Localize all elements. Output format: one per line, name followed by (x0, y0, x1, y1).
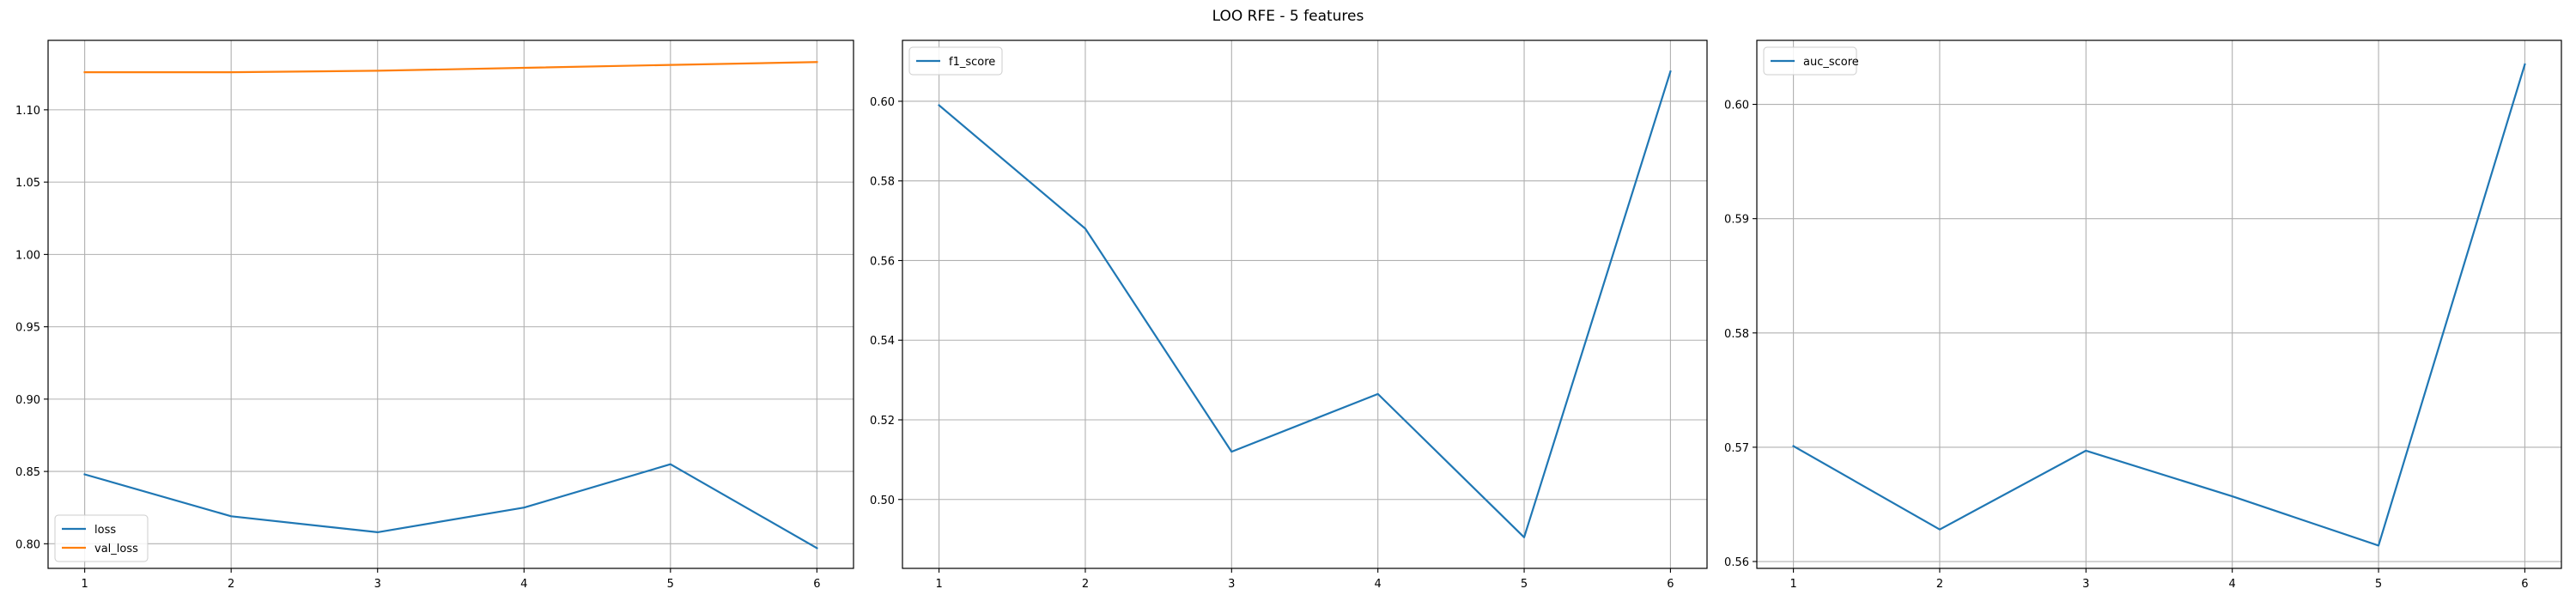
figure-title: LOO RFE - 5 features (1212, 8, 1364, 25)
y-tick-label: 0.85 (15, 466, 40, 479)
y-tick-label: 0.52 (870, 415, 895, 428)
legend-label: loss (94, 524, 116, 537)
chart-panel-2: 1 2 3 4 5 6 0.50 0.52 0.54 0.56 0.58 0.60 f1_score (870, 39, 1708, 591)
y-tick-label: 0.59 (1724, 214, 1749, 227)
y-tick-label: 0.80 (15, 538, 40, 551)
y-tick-label: 1.00 (15, 249, 40, 262)
y-tick-label: 0.54 (870, 335, 895, 348)
x-tick-label: 3 (2082, 578, 2089, 591)
legend-label: val_loss (94, 543, 138, 555)
y-tick-label: 1.10 (15, 105, 40, 118)
x-tick-label: 2 (228, 578, 234, 591)
x-tick-label: 3 (374, 578, 381, 591)
y-tick-label: 0.60 (870, 96, 895, 109)
chart-panel-3: 1 2 3 4 5 6 0.56 0.57 0.58 0.59 0.60 auc_score (1724, 39, 2562, 591)
x-tick-label: 4 (520, 578, 527, 591)
x-tick-label: 5 (1521, 578, 1528, 591)
x-tick-label: 6 (1667, 578, 1674, 591)
x-tick-label: 5 (667, 578, 674, 591)
legend-box (1763, 46, 1857, 76)
y-tick-label: 0.57 (1724, 442, 1749, 455)
x-tick-label: 3 (1228, 578, 1235, 591)
x-tick-label: 6 (813, 578, 820, 591)
series-line-loss (83, 463, 818, 549)
series-line-auc-score (1792, 63, 2526, 547)
x-tick-label: 6 (2521, 578, 2528, 591)
series-line-val-loss (83, 61, 818, 74)
axes-frame (1756, 39, 2562, 569)
x-tick-label: 4 (2229, 578, 2236, 591)
x-tick-label: 5 (2375, 578, 2382, 591)
axes-frame (902, 39, 1708, 569)
x-tick-label: 1 (81, 578, 88, 591)
y-tick-label: 0.95 (15, 322, 40, 335)
legend: loss val_loss (54, 514, 149, 562)
y-tick-label: 0.90 (15, 394, 40, 407)
axes-frame (47, 39, 854, 569)
y-tick-label: 0.56 (1724, 556, 1749, 569)
series-line-f1-score (938, 70, 1672, 538)
legend-box (908, 46, 1003, 76)
x-tick-label: 2 (1936, 578, 1943, 591)
legend-label: auc_score (1803, 56, 1859, 69)
y-tick-label: 0.50 (870, 495, 895, 507)
x-tick-label: 1 (1789, 578, 1796, 591)
chart-panel-1: 1 2 3 4 5 6 0.80 0.85 0.90 0.95 1.00 1.05 1.10 loss va… (15, 39, 854, 591)
y-tick-label: 0.58 (870, 176, 895, 189)
legend-box (54, 514, 149, 562)
x-tick-label: 1 (935, 578, 942, 591)
x-tick-label: 4 (1375, 578, 1382, 591)
y-tick-label: 0.58 (1724, 328, 1749, 341)
x-tick-label: 2 (1082, 578, 1089, 591)
legend-label: f1_score (949, 56, 995, 69)
legend: f1_score (908, 46, 1003, 76)
y-tick-label: 0.60 (1724, 100, 1749, 112)
y-tick-label: 1.05 (15, 177, 40, 190)
y-tick-label: 0.56 (870, 255, 895, 268)
legend: auc_score (1763, 46, 1859, 76)
